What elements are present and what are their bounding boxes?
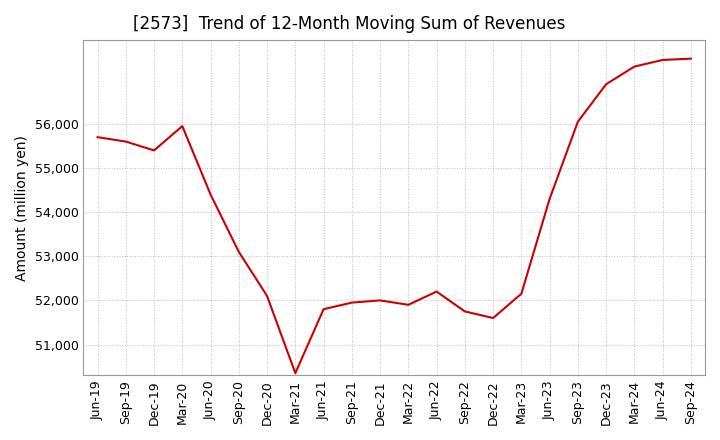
Text: [2573]  Trend of 12-Month Moving Sum of Revenues: [2573] Trend of 12-Month Moving Sum of R…: [133, 15, 565, 33]
Y-axis label: Amount (million yen): Amount (million yen): [15, 135, 29, 281]
